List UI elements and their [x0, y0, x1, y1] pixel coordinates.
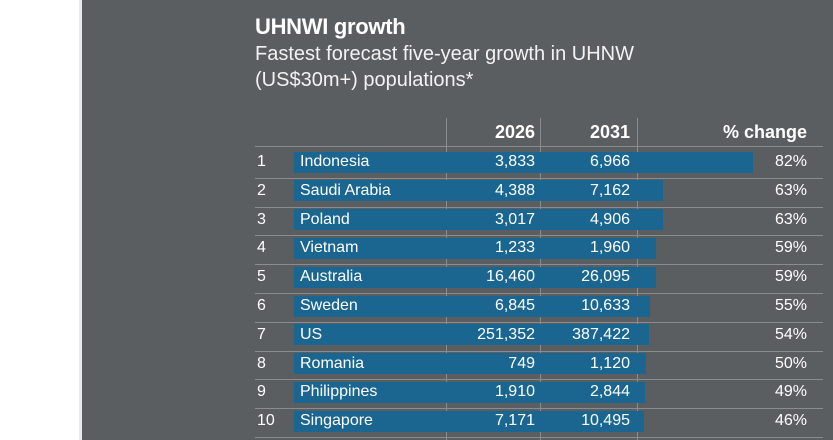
change-cell: 55%: [774, 297, 807, 314]
value-2031-cell: 1,120: [589, 354, 630, 372]
change-cell: 59%: [774, 239, 807, 257]
value-2031-cell: 10,633: [581, 297, 630, 314]
country-cell: Australia: [300, 268, 363, 286]
country-cell: Sweden: [300, 297, 358, 314]
value-2026-cell: 749: [508, 354, 535, 372]
value-2031-cell: 4,906: [589, 210, 630, 228]
column-header-change: % change: [722, 122, 807, 142]
header-separator: [255, 146, 823, 147]
country-cell: Indonesia: [300, 153, 370, 170]
value-2031-cell: 10,495: [581, 412, 630, 430]
change-bar: [294, 353, 646, 375]
rank-cell: 3: [257, 210, 266, 228]
row-separator: [255, 235, 823, 237]
rank-cell: 1: [257, 153, 266, 170]
change-bar: [294, 237, 656, 259]
value-2026-cell: 7,171: [494, 412, 535, 430]
value-2026-cell: 16,460: [486, 268, 535, 286]
country-cell: Romania: [300, 354, 365, 372]
value-2026-cell: 1,910: [494, 383, 535, 401]
change-bar: [294, 151, 753, 173]
row-separator: [255, 293, 823, 294]
change-cell: 63%: [774, 181, 807, 199]
rank-cell: 2: [257, 181, 266, 199]
change-bar: [294, 410, 644, 432]
row-separator: [255, 177, 823, 179]
chart-subtitle-line-1: Fastest forecast five-year growth in UHN…: [255, 43, 634, 65]
value-2026-cell: 3,833: [494, 153, 535, 170]
rank-cell: 9: [257, 383, 266, 401]
row-separator: [255, 264, 823, 266]
value-2031-cell: 1,960: [589, 239, 630, 257]
country-cell: Singapore: [300, 412, 373, 430]
row-separator: [255, 408, 823, 410]
country-cell: Vietnam: [300, 239, 359, 257]
column-header-2031: 2031: [589, 122, 630, 142]
chart-subtitle-line-2: (US$30m+) populations*: [255, 69, 474, 91]
country-cell: Philippines: [300, 383, 378, 401]
value-2026-cell: 1,233: [494, 239, 535, 257]
value-2031-cell: 387,422: [572, 325, 630, 343]
change-cell: 50%: [774, 354, 807, 372]
change-bar: [294, 209, 664, 231]
country-cell: Saudi Arabia: [300, 181, 391, 199]
change-bar: [294, 266, 656, 288]
value-2031-cell: 26,095: [581, 268, 630, 286]
change-cell: 46%: [774, 412, 807, 430]
change-cell: 49%: [774, 383, 807, 401]
change-cell: 59%: [774, 268, 807, 286]
change-bar: [294, 180, 664, 202]
value-2031-cell: 6,966: [589, 153, 630, 170]
change-bar: [294, 381, 646, 403]
change-cell: 54%: [774, 325, 807, 343]
row-separator: [255, 350, 823, 352]
value-2026-cell: 3,017: [494, 210, 535, 228]
value-2031-cell: 7,162: [589, 181, 630, 199]
value-2026-cell: 4,388: [494, 181, 535, 199]
rank-cell: 7: [257, 325, 266, 343]
row-separator: [255, 321, 823, 323]
country-cell: Poland: [300, 210, 350, 228]
rank-cell: 10: [257, 412, 275, 430]
rank-cell: 6: [257, 297, 266, 314]
country-cell: US: [300, 325, 323, 343]
rank-cell: 5: [257, 268, 266, 286]
left-edge-divider: [79, 0, 82, 440]
rank-cell: 4: [257, 239, 266, 257]
value-2031-cell: 2,844: [589, 383, 630, 401]
column-header-2026: 2026: [494, 122, 535, 142]
change-cell: 82%: [774, 153, 807, 170]
value-2026-cell: 6,845: [494, 297, 535, 314]
row-separator: [255, 437, 823, 438]
change-cell: 63%: [774, 210, 807, 228]
change-bar: [294, 324, 650, 346]
chart-title: UHNWI growth: [255, 14, 406, 39]
row-separator: [255, 379, 823, 381]
rank-cell: 8: [257, 354, 266, 372]
value-2026-cell: 251,352: [477, 325, 535, 343]
change-bar: [294, 295, 651, 317]
row-separator: [255, 206, 823, 208]
